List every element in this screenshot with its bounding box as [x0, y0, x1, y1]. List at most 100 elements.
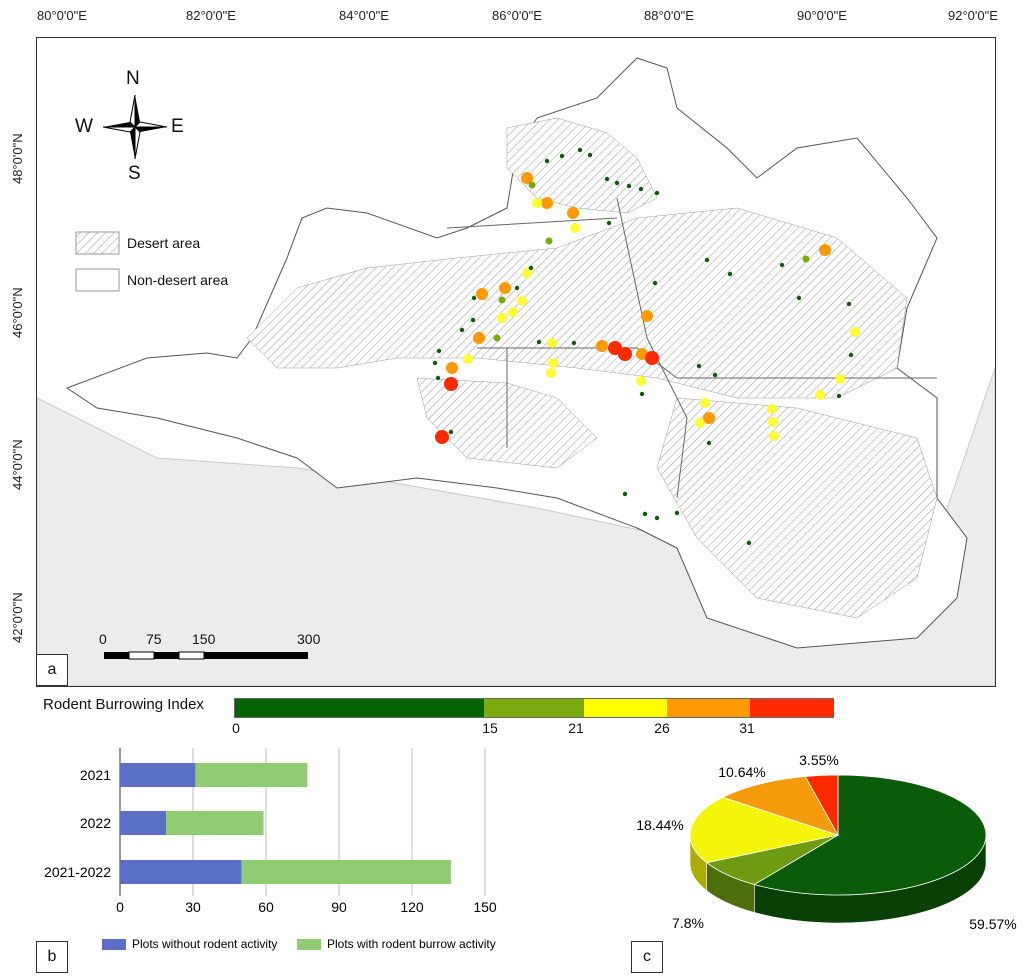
internal-boundary — [446, 197, 937, 499]
colorbar-class-4 — [666, 699, 750, 717]
legend-swatch — [297, 939, 321, 950]
colorbar-tick-26: 26 — [654, 720, 670, 736]
sample-point — [802, 255, 810, 263]
sample-point — [622, 491, 628, 497]
sample-point — [641, 310, 653, 322]
lon-label-90: 90°0'0"E — [797, 8, 847, 23]
colorbar-class-1 — [235, 699, 485, 717]
legend-swatch — [102, 939, 126, 950]
sample-point — [517, 296, 527, 306]
bar-segment — [120, 763, 196, 787]
panel-tag-b: b — [36, 941, 68, 973]
sample-point — [559, 153, 565, 159]
sample-point — [548, 358, 558, 368]
sample-point — [654, 515, 660, 521]
sample-point — [642, 511, 648, 517]
lon-label-86: 86°0'0"E — [492, 8, 542, 23]
compass-icon — [102, 94, 168, 160]
sample-point — [695, 418, 705, 428]
sample-point — [835, 374, 845, 384]
sample-point — [493, 334, 501, 342]
sample-point — [432, 360, 438, 366]
scale-label-300: 300 — [297, 631, 321, 647]
sample-point — [850, 327, 860, 337]
pie-slice-label: 3.55% — [799, 752, 839, 768]
sample-point — [796, 295, 802, 301]
map-panel: N S E W Desert area Non-desert area 0 75… — [36, 37, 996, 687]
sample-point — [712, 372, 718, 378]
x-tick-label: 60 — [258, 899, 274, 915]
sample-point — [606, 220, 612, 226]
sample-point — [446, 362, 458, 374]
sample-point — [571, 340, 577, 346]
x-tick-label: 120 — [400, 899, 424, 915]
sample-point — [522, 268, 532, 278]
lon-label-88: 88°0'0"E — [644, 8, 694, 23]
colorbar-title: Rodent Burrowing Index — [43, 696, 204, 713]
scale-label-75: 75 — [146, 631, 162, 647]
sample-point — [596, 340, 608, 352]
colorbar — [234, 698, 834, 718]
sample-point — [471, 295, 477, 301]
sample-point — [848, 352, 854, 358]
pie-slice — [689, 796, 840, 864]
map-canvas — [37, 57, 995, 686]
sample-point — [528, 265, 534, 271]
sample-point — [570, 223, 580, 233]
x-tick-label: 0 — [116, 899, 124, 915]
desert-area-south-east — [656, 397, 938, 619]
bar-segment — [120, 860, 242, 884]
lon-label-92: 92°0'0"E — [948, 8, 998, 23]
pie-chart: 59.57% 7.8% 18.44% 10.64% 3.55% — [636, 752, 1016, 932]
category-label: 2021 — [80, 767, 111, 783]
sample-point — [435, 430, 449, 444]
sample-point — [846, 301, 852, 307]
pie-slice — [753, 774, 987, 896]
sample-point — [521, 172, 533, 184]
pie-slice-label: 59.57% — [969, 916, 1016, 932]
colorbar-tick-15: 15 — [482, 720, 498, 736]
sample-point — [577, 147, 583, 153]
sample-point — [547, 338, 557, 348]
compass-e: E — [171, 116, 184, 137]
sample-point — [767, 404, 777, 414]
x-tick-label: 150 — [473, 899, 497, 915]
sample-point — [497, 313, 507, 323]
sample-point — [819, 244, 831, 256]
sample-point — [674, 510, 680, 516]
sample-point — [639, 391, 645, 397]
sample-point — [645, 351, 659, 365]
sample-point — [436, 348, 442, 354]
bar-segment — [120, 811, 167, 835]
colorbar-class-3 — [583, 699, 667, 717]
lon-label-82: 82°0'0"E — [186, 8, 236, 23]
compass-s: S — [128, 163, 141, 184]
lat-label-44: 44°0'0"N — [10, 439, 25, 490]
sample-point — [706, 440, 712, 446]
bar-segment — [166, 811, 264, 835]
sample-point — [498, 296, 506, 304]
lon-label-84: 84°0'0"E — [339, 8, 389, 23]
sample-point — [459, 327, 465, 333]
sample-point — [704, 257, 710, 263]
panel-tag-c: c — [631, 941, 663, 973]
scale-label-150: 150 — [192, 631, 216, 647]
bar-segment — [241, 860, 451, 884]
sample-point — [779, 262, 785, 268]
sample-point — [703, 412, 715, 424]
sample-point — [652, 280, 658, 286]
sample-point — [636, 376, 646, 386]
sample-point — [532, 198, 542, 208]
sample-point — [476, 288, 488, 300]
lon-label-80: 80°0'0"E — [37, 8, 87, 23]
sample-point — [696, 363, 702, 369]
sample-point — [541, 197, 553, 209]
sample-point — [448, 429, 454, 435]
panel-tag-a: a — [37, 654, 68, 686]
sample-point — [604, 176, 610, 182]
non-desert-legend-swatch — [75, 268, 120, 292]
colorbar-class-5 — [749, 699, 834, 717]
colorbar-tick-0: 0 — [232, 720, 240, 736]
scale-bar — [104, 651, 308, 660]
sample-point — [769, 431, 779, 441]
